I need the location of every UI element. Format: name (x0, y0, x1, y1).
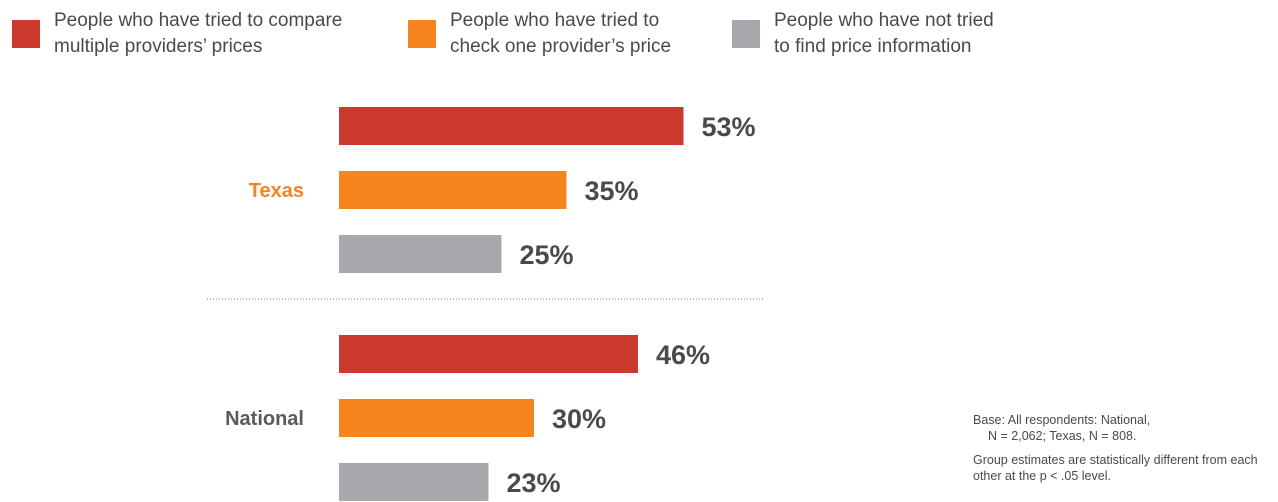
legend-label-not-tried: People who have not tried to find price … (774, 10, 994, 57)
base-note-line1: Base: All respondents: National, (973, 413, 1151, 427)
base-note: Base: All respondents: National, N = 2,0… (973, 412, 1273, 444)
legend-swatch-check-one (408, 20, 436, 48)
value-label-texas-2: 35% (585, 176, 639, 206)
legend: People who have tried to compare multipl… (0, 8, 1278, 68)
bar-texas-2 (339, 171, 567, 209)
value-label-texas-1: 53% (702, 112, 756, 142)
bar-national-2 (339, 399, 534, 437)
bar-national-3 (339, 463, 489, 501)
value-label-national-1: 46% (656, 340, 710, 370)
bar-national-1 (339, 335, 638, 373)
significance-note: Group estimates are statistically differ… (973, 453, 1258, 483)
value-label-national-3: 23% (507, 468, 561, 498)
legend-swatch-compare (12, 20, 40, 48)
legend-swatch-not-tried (732, 20, 760, 48)
legend-label-compare: People who have tried to compare multipl… (54, 10, 343, 57)
chart-notes: Base: All respondents: National, N = 2,0… (973, 412, 1273, 492)
base-note-line2: N = 2,062; Texas, N = 808. (988, 429, 1137, 443)
group-label-texas: Texas (249, 180, 304, 202)
value-label-national-2: 30% (552, 404, 606, 434)
bar-texas-1 (339, 107, 684, 145)
bar-texas-3 (339, 235, 502, 273)
value-label-texas-3: 25% (520, 240, 574, 270)
group-label-national: National (225, 408, 304, 430)
legend-label-check-one: People who have tried to check one provi… (450, 10, 672, 57)
